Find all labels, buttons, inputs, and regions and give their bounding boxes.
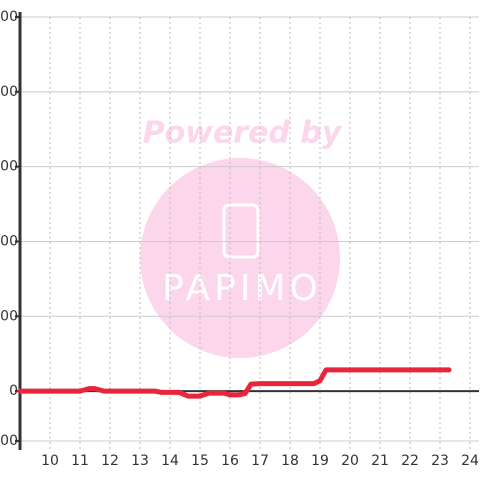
x-tick-label: 23 [431, 453, 449, 469]
x-tick-label: 13 [131, 453, 149, 469]
x-tick-label: 18 [281, 453, 299, 469]
y-tick-label: 30,000 [0, 308, 18, 324]
y-tick-label: -20,000 [0, 433, 18, 449]
y-tick-label: 60,000 [0, 233, 18, 249]
x-tick-label: 10 [41, 453, 59, 469]
x-tick-label: 24 [461, 453, 479, 469]
watermark-text: Powered by [143, 116, 343, 151]
y-tick-label: 0 [9, 383, 18, 399]
series-line [17, 367, 452, 399]
x-tick-label: 15 [191, 453, 209, 469]
watermark-logo: PAPIMO [162, 268, 322, 309]
x-tick-label: 12 [101, 453, 119, 469]
x-tick-label: 16 [221, 453, 239, 469]
watermark: Powered by PAPIMO [140, 116, 343, 358]
x-tick-label: 14 [161, 453, 179, 469]
x-tick-label: 20 [341, 453, 359, 469]
y-tick-label: 90,000 [0, 159, 18, 175]
y-tick-label: 120,000 [0, 84, 18, 100]
x-tick-label: 19 [311, 453, 329, 469]
watermark-icon [222, 203, 260, 259]
x-tick-label: 17 [251, 453, 269, 469]
x-tick-label: 22 [401, 453, 419, 469]
x-tick-label: 21 [371, 453, 389, 469]
x-tick-label: 11 [71, 453, 89, 469]
y-tick-label: 150,000 [0, 9, 18, 25]
